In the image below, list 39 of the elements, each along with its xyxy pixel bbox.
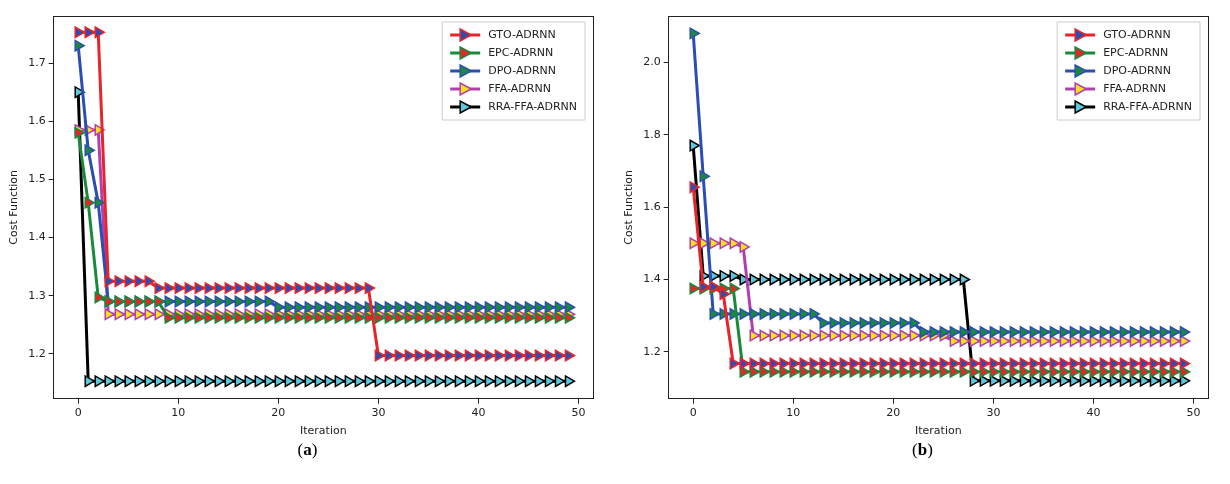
y-tick-label: 1.8 [643,127,661,141]
x-tick-label: 40 [471,406,486,420]
legend-label: RRA-FFA-ADRNN [488,99,577,113]
legend-label: EPC-ADRNN [1103,45,1169,59]
legend-label: FFA-ADRNN [1103,81,1166,95]
x-tick-label: 0 [689,406,697,420]
x-tick-label: 50 [1186,406,1201,420]
x-axis-title: Iteration [915,424,962,438]
x-axis-title: Iteration [300,424,347,438]
text: (a) [296,440,319,461]
y-tick-label: 1.7 [28,55,46,69]
x-tick-label: 30 [986,406,1001,420]
y-tick-label: 1.6 [643,199,661,213]
legend-label: EPC-ADRNN [488,45,554,59]
y-tick-label: 1.4 [643,272,661,286]
x-tick-label: 0 [74,406,82,420]
legend-label: FFA-ADRNN [488,81,551,95]
y-axis-title: Cost Function [7,169,21,245]
y-tick-label: 1.5 [28,172,46,186]
x-tick-label: 40 [1086,406,1101,420]
y-tick-label: 1.4 [28,230,46,244]
y-axis-title: Cost Function [622,169,636,245]
legend-label: DPO-ADRNN [488,63,557,77]
x-tick-label: 20 [886,406,901,420]
x-tick-label: 30 [371,406,386,420]
legend-label: GTO-ADRNN [488,27,556,41]
legend-label: DPO-ADRNN [1103,63,1172,77]
x-tick-label: 10 [786,406,801,420]
x-tick-label: 50 [571,406,586,420]
y-tick-label: 1.2 [643,344,661,358]
text: (b) [911,440,934,461]
y-tick-label: 1.3 [28,288,46,302]
y-tick-label: 1.2 [28,346,46,360]
legend-label: GTO-ADRNN [1103,27,1171,41]
x-tick-label: 10 [171,406,186,420]
y-tick-label: 1.6 [28,114,46,128]
legend-label: RRA-FFA-ADRNN [1103,99,1192,113]
x-tick-label: 20 [271,406,286,420]
y-tick-label: 2.0 [643,55,661,69]
